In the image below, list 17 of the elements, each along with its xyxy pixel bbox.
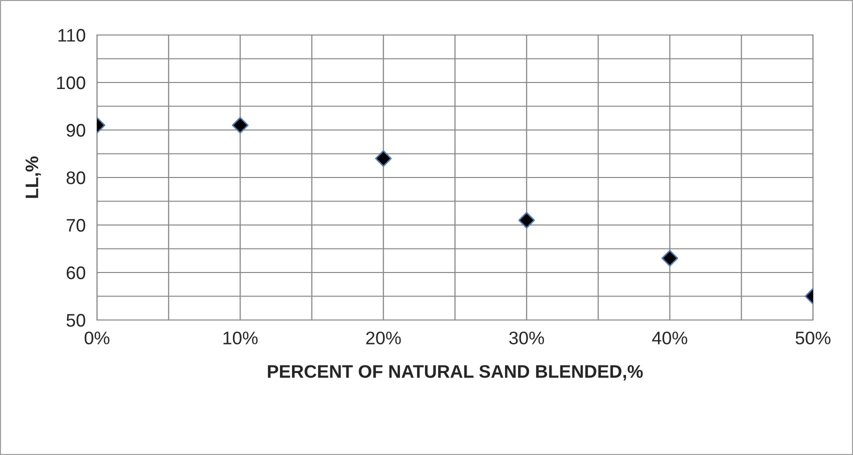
x-tick-label: 0% [84, 332, 110, 344]
y-tick-label: 90 [66, 124, 86, 137]
point [518, 212, 535, 229]
x-tick-label: 20% [366, 332, 401, 344]
y-tick-label: 80 [66, 171, 86, 184]
y-tick-label: 60 [66, 266, 86, 280]
point [375, 150, 392, 167]
y-tick-label: 110 [58, 28, 86, 42]
x-tick-label: 40% [652, 332, 688, 344]
x-tick-label: 30% [509, 332, 544, 344]
y-tick-label: 50 [66, 314, 86, 327]
y-axis-title: LL,% [26, 156, 41, 198]
x-axis-title: PERCENT OF NATURAL SAND BLENDED,% [268, 365, 643, 380]
x-tick-label: 10% [224, 332, 258, 344]
y-tick-label: 70 [66, 218, 86, 232]
x-tick-label: 50% [796, 332, 830, 344]
y-tick-label: 100 [57, 76, 86, 90]
